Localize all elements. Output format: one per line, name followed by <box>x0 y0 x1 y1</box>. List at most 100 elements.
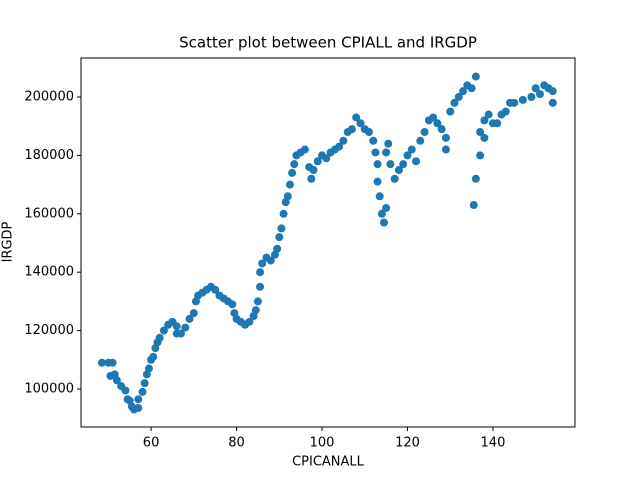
x-axis-label: CPICANALL <box>292 455 365 470</box>
point <box>322 154 331 163</box>
y-tick-label: 200000 <box>24 89 74 104</box>
point <box>535 90 544 99</box>
point <box>548 98 557 107</box>
point <box>382 148 391 157</box>
point <box>384 139 393 148</box>
point <box>144 364 153 373</box>
point <box>97 358 106 367</box>
y-tick-label: 180000 <box>24 148 74 163</box>
point <box>149 352 158 361</box>
point <box>450 98 459 107</box>
point <box>471 174 480 183</box>
point <box>480 116 489 125</box>
point <box>279 209 288 218</box>
point <box>134 395 143 404</box>
point <box>256 282 265 291</box>
x-tick-label: 100 <box>310 436 335 451</box>
point <box>386 160 395 169</box>
point <box>459 87 468 96</box>
point <box>441 145 450 154</box>
point <box>185 314 194 323</box>
x-tick-label: 140 <box>481 436 506 451</box>
x-tick-label: 60 <box>143 436 160 451</box>
point <box>433 119 442 128</box>
point <box>403 151 412 160</box>
point <box>420 128 429 137</box>
point <box>369 136 378 145</box>
point <box>307 174 316 183</box>
point <box>112 376 121 385</box>
point <box>211 285 220 294</box>
point <box>140 379 149 388</box>
point <box>245 317 254 326</box>
point <box>335 142 344 151</box>
point <box>266 256 275 265</box>
point <box>471 72 480 81</box>
point <box>480 133 489 142</box>
point <box>121 386 130 395</box>
point <box>155 333 164 342</box>
point <box>469 201 478 210</box>
point <box>172 322 181 331</box>
y-tick-label: 100000 <box>24 381 74 396</box>
point <box>454 92 463 101</box>
point <box>256 268 265 277</box>
point <box>382 203 391 212</box>
point <box>356 119 365 128</box>
x-tick-label: 120 <box>395 436 420 451</box>
point <box>365 128 374 137</box>
point <box>277 224 286 233</box>
point <box>467 84 476 93</box>
point <box>476 151 485 160</box>
point <box>399 160 408 169</box>
point <box>283 192 292 201</box>
point <box>108 358 117 367</box>
point <box>441 133 450 142</box>
point <box>390 174 399 183</box>
x-tick-label: 80 <box>228 436 245 451</box>
y-axis-label: IRGDP <box>1 221 16 262</box>
point <box>228 300 237 309</box>
point <box>437 125 446 134</box>
point <box>531 84 540 93</box>
point <box>309 165 318 174</box>
point <box>493 119 502 128</box>
point <box>407 145 416 154</box>
point <box>251 306 260 315</box>
point <box>313 157 322 166</box>
point <box>379 218 388 227</box>
point <box>253 297 262 306</box>
point <box>377 209 386 218</box>
point <box>300 145 309 154</box>
point <box>371 148 380 157</box>
point <box>429 113 438 122</box>
point <box>181 323 190 332</box>
point <box>189 309 198 318</box>
point <box>347 125 356 134</box>
point <box>412 157 421 166</box>
point <box>273 244 282 253</box>
point <box>394 165 403 174</box>
point <box>159 326 168 335</box>
point <box>373 160 382 169</box>
y-tick-label: 120000 <box>24 323 74 338</box>
point <box>476 128 485 137</box>
point <box>138 387 147 396</box>
point <box>290 160 299 169</box>
point <box>510 98 519 107</box>
point <box>484 110 493 119</box>
plot-frame <box>80 57 576 428</box>
point <box>288 168 297 177</box>
point <box>375 192 384 201</box>
point <box>176 329 185 338</box>
point <box>285 180 294 189</box>
point <box>527 92 536 101</box>
point <box>446 107 455 116</box>
point <box>275 233 284 242</box>
y-tick-label: 160000 <box>24 206 74 221</box>
point <box>373 177 382 186</box>
point <box>501 107 510 116</box>
point <box>352 113 361 122</box>
